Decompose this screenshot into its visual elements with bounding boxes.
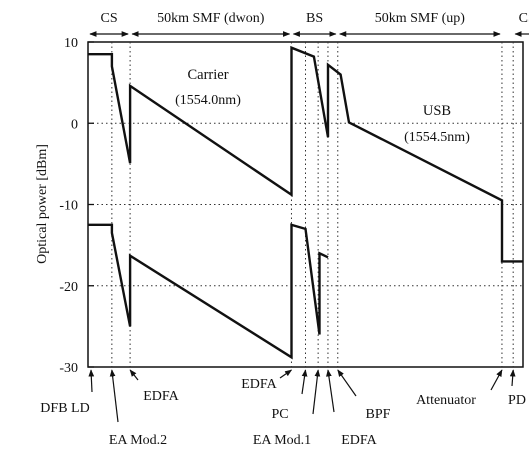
- section-bar: CS 50km SMF (dwon) BS 50km SMF (up) CS: [89, 11, 529, 37]
- component-label: Attenuator: [416, 393, 476, 408]
- series-line: [88, 223, 329, 360]
- component-arrow: [337, 369, 357, 397]
- component-arrow: [490, 369, 503, 391]
- y-tick-label: -10: [59, 199, 78, 214]
- component-label: PC: [271, 407, 288, 422]
- component-label: DFB LD: [40, 401, 89, 416]
- component-label: EA Mod.2: [109, 433, 167, 448]
- series-annotations: Carrier (1554.0nm) USB (1554.5nm): [175, 67, 470, 145]
- section-label: CS: [100, 11, 117, 26]
- y-axis: 10 0 -10 -20 -30: [59, 36, 94, 376]
- component-labels: DFB LD EA Mod.2 EDFA EDFA PC EA Mod.1 EDFA BPF A…: [40, 369, 526, 448]
- section-label: 50km SMF (up): [375, 11, 466, 26]
- section-label: BS: [306, 11, 323, 26]
- component-arrow: [279, 369, 293, 379]
- annotation-name: USB: [423, 103, 451, 119]
- component-label: EA Mod.1: [253, 433, 311, 448]
- series-group: [88, 45, 523, 360]
- series-line: [88, 45, 523, 263]
- component-arrow: [88, 369, 95, 393]
- component-label: EDFA: [241, 377, 277, 392]
- section-label: CS: [519, 11, 529, 26]
- y-tick-label: -30: [59, 361, 78, 376]
- y-tick-label: 0: [71, 117, 78, 132]
- component-label: BPF: [366, 407, 391, 422]
- component-arrow: [301, 369, 308, 395]
- annotation-wavelength: (1554.0nm): [175, 93, 241, 108]
- component-arrow: [312, 369, 321, 415]
- component-label: EDFA: [143, 389, 179, 404]
- component-label: EDFA: [341, 433, 377, 448]
- y-tick-label: -20: [59, 280, 78, 295]
- section-label: 50km SMF (dwon): [157, 11, 265, 26]
- annotation-name: Carrier: [187, 67, 228, 83]
- y-tick-label: 10: [64, 36, 78, 51]
- annotation-wavelength: (1554.5nm): [404, 130, 470, 145]
- component-arrow: [109, 369, 119, 423]
- component-label: PD: [508, 393, 526, 408]
- component-arrow: [509, 369, 516, 387]
- component-arrow: [326, 369, 335, 413]
- y-axis-label: Optical power [dBm]: [35, 144, 50, 264]
- component-arrow: [129, 369, 139, 381]
